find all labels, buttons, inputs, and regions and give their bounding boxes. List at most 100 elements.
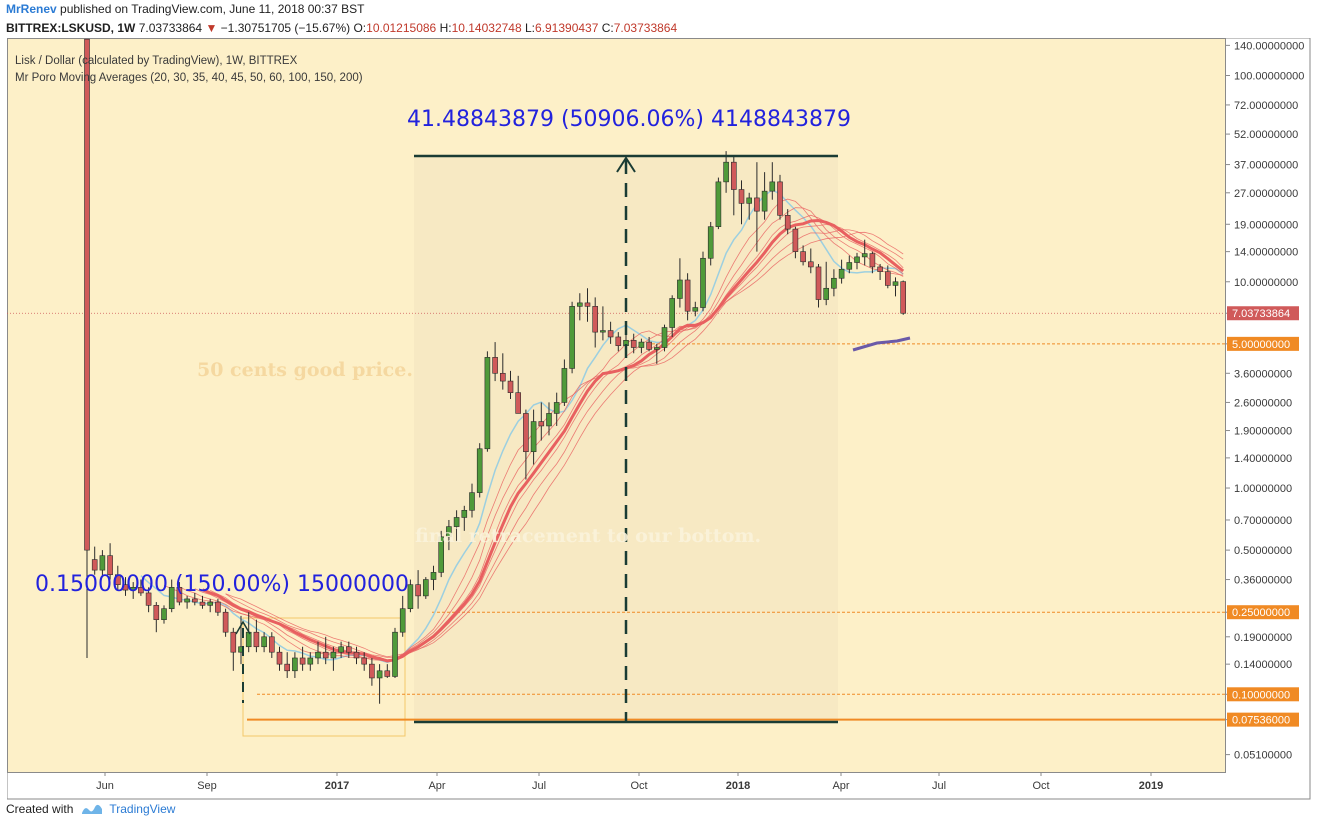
candle-body: [99, 555, 106, 571]
candle-body: [669, 298, 676, 328]
candle-body: [192, 598, 198, 603]
price-levels: [7, 312, 1225, 721]
price-badge-label: 5.00000000: [1232, 339, 1290, 351]
measure-box-small: [242, 617, 406, 737]
candle: [422, 577, 429, 599]
candle: [107, 543, 113, 580]
price-badge: [1227, 605, 1299, 620]
candle-body: [638, 341, 645, 348]
candle-body: [792, 228, 799, 252]
candle: [499, 353, 506, 390]
candle-body: [653, 347, 660, 350]
candle: [230, 627, 237, 671]
candle: [276, 646, 283, 671]
y-tick-label: 140.00000000: [1234, 40, 1304, 52]
y-tick-label: 14.00000000: [1234, 247, 1298, 259]
author-link[interactable]: MrRenev: [6, 2, 57, 16]
candle: [615, 332, 622, 352]
candle-body: [422, 579, 429, 597]
candle: [553, 392, 560, 426]
candle-body: [869, 253, 876, 268]
candle: [99, 550, 106, 578]
candle-body: [723, 161, 729, 183]
candle-body: [846, 262, 853, 270]
candle-body: [738, 189, 745, 204]
candle-body: [453, 517, 460, 527]
x-tick-label: Apr: [428, 780, 445, 792]
candle: [469, 483, 475, 518]
price-change: −1.30751705 (−15.67%): [220, 21, 351, 35]
candle: [376, 664, 383, 704]
candle-body: [353, 651, 360, 659]
candle-body: [222, 611, 229, 633]
candle-body: [338, 646, 344, 653]
price-badge: [1227, 306, 1299, 321]
price-badge-label: 7.03733864: [1232, 308, 1290, 320]
candle-body: [730, 161, 737, 190]
candle-body: [838, 268, 845, 279]
candle: [530, 409, 537, 465]
candle-body: [900, 281, 907, 314]
open-label: O:: [353, 21, 367, 35]
close-label: C:: [601, 21, 614, 35]
candle: [122, 577, 129, 596]
ma-fast-line: [140, 189, 904, 664]
candle: [607, 321, 614, 344]
indicator-label: Mr Poro Moving Averages (20, 30, 35, 40,…: [15, 72, 363, 84]
candle-body: [784, 215, 791, 230]
candle-body: [831, 277, 837, 289]
close-value: 7.03733864: [613, 21, 678, 35]
candle: [215, 598, 221, 616]
y-tick-label: 1.00000000: [1234, 483, 1292, 495]
candle-body: [684, 279, 691, 312]
candle-body: [384, 670, 391, 677]
candle: [176, 582, 183, 606]
candle: [723, 151, 729, 193]
candle-body: [153, 605, 160, 620]
candle: [600, 306, 606, 341]
candle: [653, 343, 660, 364]
y-tick-label: 3.60000000: [1234, 368, 1292, 380]
x-tick-label: Apr: [832, 780, 849, 792]
candle-body: [553, 402, 560, 414]
y-tick-label: 0.36000000: [1234, 575, 1292, 587]
candle-body: [584, 302, 591, 307]
candle-body: [530, 421, 537, 453]
ma-line-19: [225, 229, 904, 658]
candle: [446, 519, 452, 551]
x-tick-label: 2019: [1139, 780, 1163, 792]
candle-body: [292, 657, 298, 672]
y-tick-label: 2.60000000: [1234, 397, 1292, 409]
candle: [792, 226, 799, 259]
candle: [761, 172, 768, 220]
candle: [361, 652, 368, 671]
candle-body: [461, 509, 468, 518]
candle: [730, 155, 737, 216]
candle-body: [122, 584, 129, 591]
candle: [91, 546, 98, 575]
candle-body: [754, 197, 760, 212]
candle: [315, 641, 321, 665]
price-chart[interactable]: 140.00000000 100.00000000 72.00000000 52.00…: [7, 38, 1311, 800]
tradingview-logo-icon: [82, 804, 103, 814]
price-badge: [1227, 712, 1299, 727]
candle: [746, 192, 753, 220]
candle-body: [877, 266, 883, 272]
candle-body: [130, 587, 136, 591]
x-tick-label: Jul: [932, 780, 946, 792]
candle-body: [476, 448, 483, 493]
candle: [523, 409, 529, 480]
candle: [299, 646, 306, 671]
candle: [892, 277, 899, 297]
candle: [492, 342, 498, 382]
y-tick-label: 37.00000000: [1234, 160, 1298, 172]
candle-body: [715, 181, 722, 227]
candle: [168, 579, 175, 613]
candle-body: [446, 526, 452, 538]
measure-small-label: 0.15000000 (150.00%) 15000000: [35, 572, 409, 597]
candle: [546, 402, 552, 436]
tradingview-link[interactable]: TradingView: [109, 802, 176, 816]
candle: [707, 221, 714, 266]
candle-body: [284, 663, 291, 672]
x-axis: Jun Sep 2017 Apr Jul Oct 2018 Apr Jul Oct 2019: [96, 772, 1163, 792]
